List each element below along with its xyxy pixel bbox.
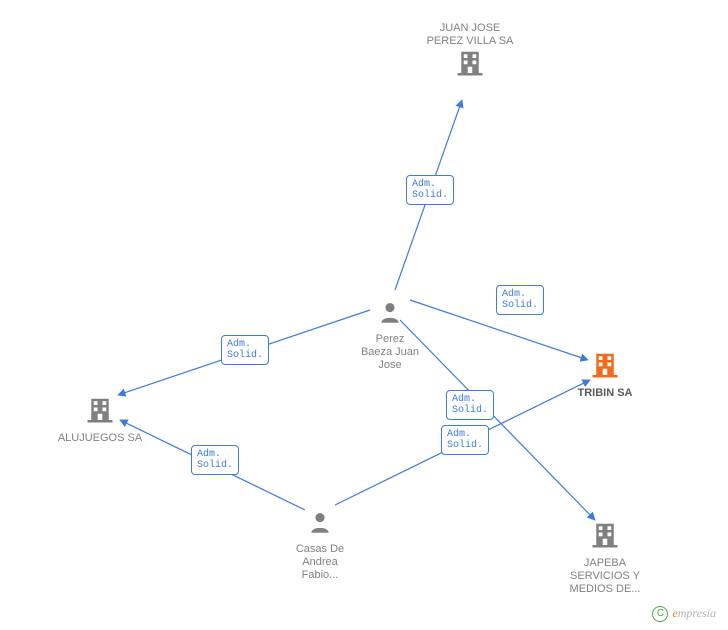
node-tribin[interactable]: TRIBIN SA bbox=[545, 350, 665, 400]
node-label: JAPEBA SERVICIOS Y MEDIOS DE... bbox=[545, 557, 665, 596]
building-icon bbox=[85, 395, 115, 430]
edge-label: Adm. Solid. bbox=[191, 445, 239, 475]
edge-label: Adm. Solid. bbox=[441, 425, 489, 455]
edge-label: Adm. Solid. bbox=[221, 335, 269, 365]
building-icon bbox=[455, 48, 485, 83]
person-icon bbox=[377, 300, 403, 331]
building-icon bbox=[590, 520, 620, 555]
node-alujuegos[interactable]: ALUJUEGOS SA bbox=[40, 395, 160, 445]
edge-label: Adm. Solid. bbox=[446, 390, 494, 420]
edge-label: Adm. Solid. bbox=[406, 175, 454, 205]
building-icon bbox=[590, 350, 620, 385]
node-label: Perez Baeza Juan Jose bbox=[330, 333, 450, 372]
edge-label: Adm. Solid. bbox=[496, 285, 544, 315]
watermark-text: mpresia bbox=[678, 606, 716, 620]
node-japeba[interactable]: JAPEBA SERVICIOS Y MEDIOS DE... bbox=[545, 520, 665, 596]
node-juan_jose[interactable]: JUAN JOSE PEREZ VILLA SA bbox=[410, 20, 530, 83]
node-label: TRIBIN SA bbox=[545, 387, 665, 400]
copyright-icon: C bbox=[652, 606, 668, 622]
node-perez[interactable]: Perez Baeza Juan Jose bbox=[330, 300, 450, 372]
node-casas[interactable]: Casas De Andrea Fabio... bbox=[260, 510, 380, 582]
watermark: Cempresia bbox=[652, 606, 716, 622]
node-label: Casas De Andrea Fabio... bbox=[260, 543, 380, 582]
person-icon bbox=[307, 510, 333, 541]
node-label: JUAN JOSE PEREZ VILLA SA bbox=[410, 22, 530, 48]
node-label: ALUJUEGOS SA bbox=[40, 432, 160, 445]
